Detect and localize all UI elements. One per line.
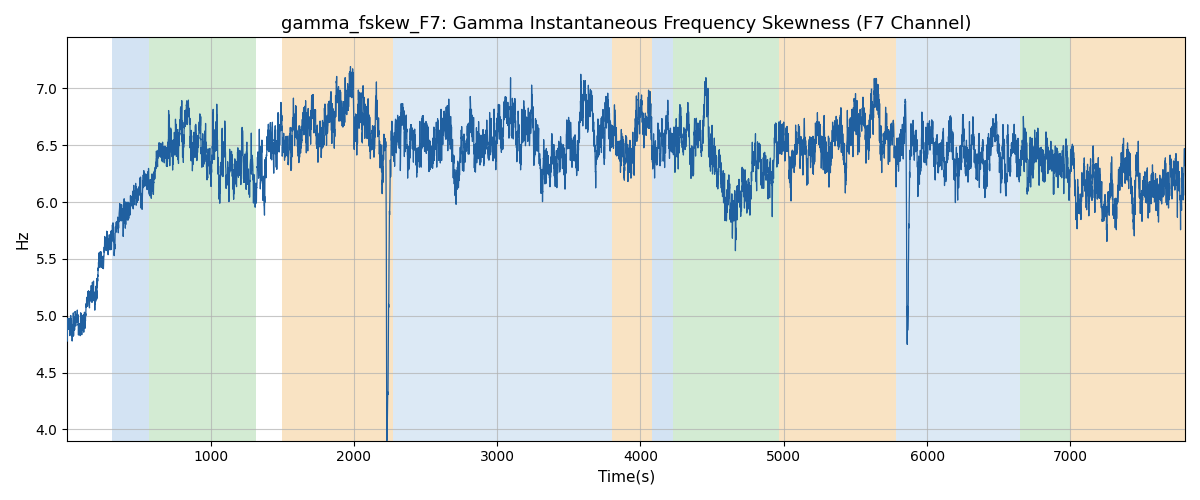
Bar — [780, 38, 895, 440]
Bar — [895, 38, 1020, 440]
Y-axis label: Hz: Hz — [16, 230, 30, 249]
Bar — [652, 38, 673, 440]
Bar — [149, 38, 257, 440]
Title: gamma_fskew_F7: Gamma Instantaneous Frequency Skewness (F7 Channel): gamma_fskew_F7: Gamma Instantaneous Freq… — [281, 15, 971, 34]
Bar — [612, 38, 652, 440]
Bar — [673, 38, 780, 440]
Bar — [392, 38, 612, 440]
Bar — [1020, 38, 1070, 440]
Bar — [112, 38, 149, 440]
Bar — [282, 38, 392, 440]
Bar — [1070, 38, 1186, 440]
X-axis label: Time(s): Time(s) — [598, 470, 655, 485]
